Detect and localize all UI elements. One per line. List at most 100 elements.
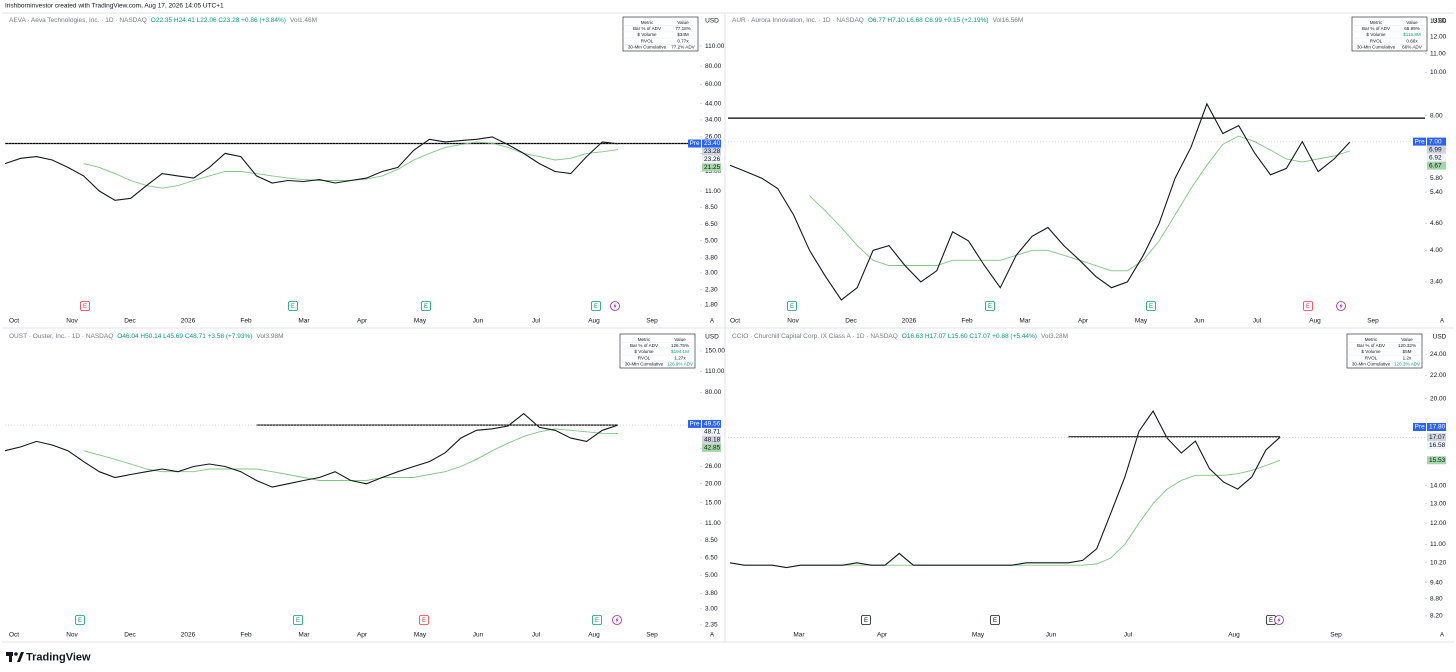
y-tick-label: 60.00 — [705, 81, 722, 88]
price-line — [729, 102, 1351, 301]
y-tick-label: 14.00 — [1430, 482, 1447, 489]
y-tick-label: 8.80 — [1430, 595, 1443, 602]
x-tick-label: Aug — [588, 632, 600, 639]
x-tick-label: Dec — [124, 632, 136, 639]
metric-label: RVOL — [641, 38, 654, 43]
y-tick-label: 6.50 — [705, 221, 718, 228]
y-tick-label: 26.00 — [705, 463, 722, 470]
header-text: Irishborninvestor created with TradingVi… — [5, 3, 224, 10]
x-tick-label: Sep — [646, 632, 658, 639]
x-tick-label: Aug — [1228, 632, 1240, 639]
metric-label: Bar % of ADV — [1357, 343, 1386, 348]
event-label: E — [864, 618, 868, 624]
x-tick-label: 2026 — [181, 318, 196, 325]
y-tick-label: 80.00 — [705, 63, 722, 70]
price-tag-label: 48.18 — [704, 437, 721, 444]
x-tick-label: Jun — [1194, 318, 1205, 325]
pre-market-badge — [688, 139, 701, 148]
price-tag — [1427, 137, 1446, 146]
price-tag-label: 21.25 — [704, 164, 721, 171]
event-label: E — [83, 304, 87, 310]
x-tick-label: Oct — [730, 318, 740, 325]
event-marker — [288, 301, 298, 311]
x-tick-label: 2026 — [181, 632, 196, 639]
event-icon — [615, 617, 619, 623]
axis-unit: USD — [1433, 334, 1447, 341]
event-marker — [293, 615, 303, 625]
y-tick-label: 20.00 — [705, 480, 722, 487]
y-tick-label: 44.00 — [705, 100, 722, 107]
price-tag — [1427, 153, 1446, 162]
x-tick-label: Nov — [787, 318, 799, 325]
metric-label: RVOL — [638, 355, 651, 360]
price-line — [729, 410, 1281, 569]
axis-unit: USD — [705, 334, 719, 341]
legend-volume: Vol3.98M — [256, 333, 283, 340]
event-label: E — [78, 618, 82, 624]
y-tick-label: 24.00 — [1430, 351, 1447, 358]
event-label: E — [993, 618, 997, 624]
scale-button: A — [710, 319, 714, 325]
metric-label: $ Volume — [637, 32, 657, 37]
y-tick-label: 5.40 — [1430, 189, 1443, 196]
y-tick-label: 9.40 — [1430, 579, 1443, 586]
event-marker — [1146, 301, 1156, 311]
y-tick-label: 3.80 — [705, 590, 718, 597]
price-tag — [702, 435, 721, 444]
metric-label: Metric — [1365, 337, 1378, 342]
legend: OUST · Ouster, Inc. · 1D · NASDAQ O46.04 … — [9, 333, 284, 340]
legend-volume: Vol3.28M — [1041, 333, 1068, 340]
chart-panel: CCIO · Churchill Capital Corp. IX Class … — [728, 333, 1447, 639]
legend-title: OUST · Ouster, Inc. · 1D · NASDAQ — [9, 333, 113, 340]
x-tick-label: 2026 — [902, 318, 917, 325]
pre-market-badge — [688, 419, 701, 428]
metric-value: 77.2% ADV — [671, 45, 695, 50]
legend-title: AUR · Aurora Innovation, Inc. · 1D · NAS… — [732, 17, 864, 24]
y-tick-label: 4.00 — [1430, 247, 1443, 254]
x-tick-label: Dec — [124, 318, 136, 325]
metric-value: 66% ADV — [1402, 45, 1423, 50]
metric-label: RVOL — [1365, 355, 1378, 360]
x-tick-label: Jul — [532, 632, 541, 639]
x-tick-label: Apr — [1078, 318, 1089, 325]
x-tick-label: Jul — [1253, 318, 1262, 325]
y-tick-label: 4.60 — [1430, 220, 1443, 227]
price-tag-label: 15.53 — [1429, 457, 1446, 464]
metrics-table — [1351, 16, 1428, 52]
scale-button: A — [1440, 319, 1444, 325]
metric-value: 77.18% — [675, 26, 691, 31]
pre-market-label: Pre — [689, 421, 700, 428]
x-tick-label: Mar — [298, 318, 310, 325]
event-marker — [421, 301, 431, 311]
y-tick-label: 110.00 — [705, 368, 725, 375]
metric-label: RVOL — [1370, 38, 1383, 43]
legend: AUR · Aurora Innovation, Inc. · 1D · NAS… — [732, 17, 1023, 24]
metric-value: $34M — [677, 32, 689, 37]
x-tick-label: Nov — [66, 632, 78, 639]
price-tag-label: 48.71 — [704, 429, 721, 436]
x-tick-label: Mar — [298, 632, 310, 639]
x-tick-label: Sep — [1367, 318, 1379, 325]
price-tag-label: 16.58 — [1429, 442, 1446, 449]
metric-value: 120.3% ADV — [1394, 362, 1421, 367]
x-tick-label: May — [414, 318, 427, 325]
event-label: E — [1306, 304, 1310, 310]
y-tick-label: 12.00 — [1430, 520, 1447, 527]
legend-ohlc: O22.35 H24.41 L22.06 C23.28 +0.86 (+3.84… — [151, 17, 286, 24]
x-tick-label: Apr — [357, 318, 368, 325]
metric-label: Bar % of ADV — [1362, 26, 1391, 31]
metric-label: 30-Min Cumulative — [1352, 362, 1391, 367]
price-tag — [1427, 456, 1446, 465]
metric-value: Value — [677, 20, 689, 25]
event-marker — [419, 615, 429, 625]
y-tick-label: 26.00 — [705, 134, 722, 141]
pre-market-label: Pre — [1414, 424, 1425, 431]
price-tag-label: 23.40 — [704, 140, 721, 147]
x-tick-label: Oct — [9, 318, 19, 325]
y-tick-label: 80.00 — [705, 389, 722, 396]
event-label: E — [291, 304, 295, 310]
x-tick-label: Aug — [588, 318, 600, 325]
metric-value: 1.27x — [674, 355, 686, 360]
